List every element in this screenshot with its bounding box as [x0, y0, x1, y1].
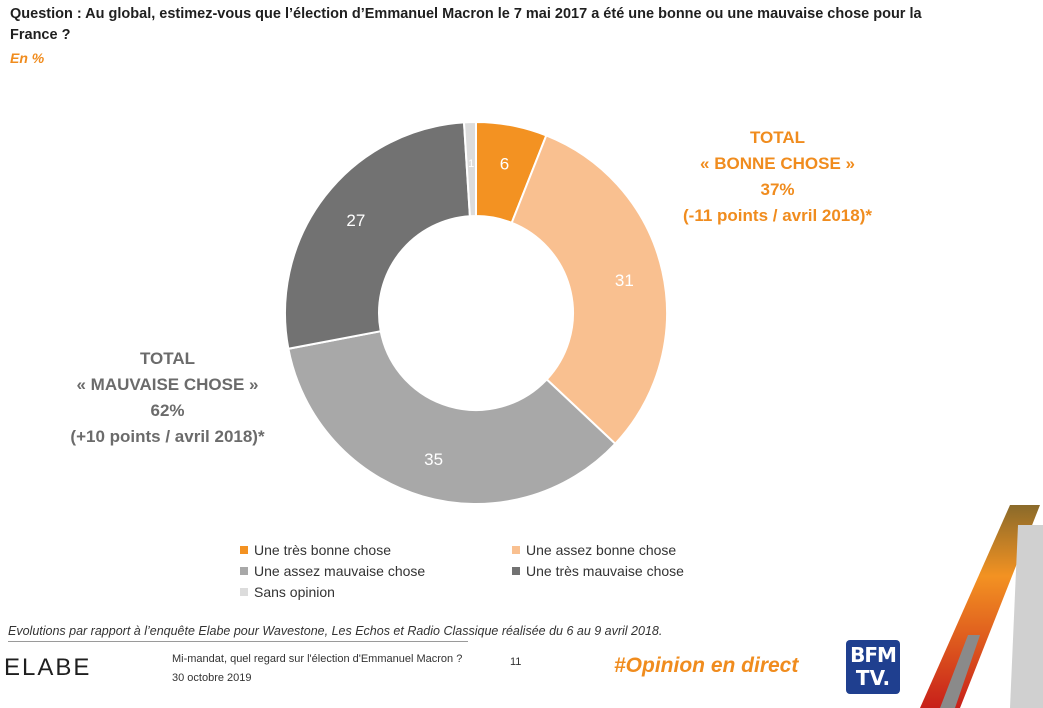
footnote: Evolutions par rapport à l’enquête Elabe… [8, 624, 663, 638]
total-good-label: « BONNE CHOSE » [700, 154, 855, 173]
donut-chart: 6 31 35 27 1 [284, 120, 668, 505]
total-bad-value: 62% [150, 401, 185, 420]
page-number: 11 [510, 656, 522, 668]
footer-date: 30 octobre 2019 [172, 672, 252, 684]
legend-swatch [512, 566, 520, 575]
total-bad-change: (+10 points / avril 2018)* [70, 427, 265, 446]
slice-value-label: 1 [468, 158, 474, 170]
legend-label: Sans opinion [254, 583, 335, 600]
decorative-a-logo [920, 505, 1043, 708]
slice-assez-mauvaise [287, 330, 617, 505]
brand-text: ELABE [4, 654, 91, 679]
bfm-tv-logo: BFM TV. [846, 640, 900, 694]
legend-swatch [240, 545, 248, 554]
logo-grey-stroke [1010, 525, 1043, 708]
footer-title: Mi-mandat, quel regard sur l'élection d'… [172, 653, 463, 665]
legend-swatch [240, 566, 248, 575]
total-good-change: (-11 points / avril 2018)* [683, 206, 872, 225]
bfm-logo-line2: TV. [855, 666, 891, 690]
legend-label: Une assez mauvaise chose [254, 562, 426, 579]
footnote-divider [8, 641, 468, 642]
legend-item-tres-bonne: Une très bonne chose [240, 540, 512, 559]
legend-item-assez-bonne: Une assez bonne chose [512, 540, 740, 559]
legend-swatch [240, 587, 248, 596]
legend-item-assez-mauvaise: Une assez mauvaise chose [240, 561, 512, 580]
total-bad-title: TOTAL [139, 349, 196, 368]
legend-label: Une assez bonne chose [526, 541, 677, 558]
chart-legend: Une très bonne chose Une assez bonne cho… [240, 540, 740, 601]
bfm-logo-line1: BFM [850, 643, 897, 667]
elabe-logo-art: ELABE [4, 654, 91, 681]
total-good-title: TOTAL [749, 128, 806, 147]
slice-value-label: 31 [615, 271, 634, 290]
question-text: Question : Au global, estimez-vous que l… [10, 6, 922, 43]
slice-tres-mauvaise [284, 121, 471, 350]
total-bad-label: « MAUVAISE CHOSE » [76, 375, 259, 394]
logo-orange-stroke [920, 505, 1040, 708]
total-good-value: 37% [760, 180, 795, 199]
total-good-block: TOTAL « BONNE CHOSE » 37% (-11 points / … [655, 125, 900, 229]
slice-value-label: 27 [346, 211, 365, 230]
hashtag-opinion: #Opinion en direct [614, 654, 799, 677]
slice-assez-bonne [510, 134, 668, 446]
elabe-logo: ELABE [4, 653, 104, 684]
legend-item-tres-mauvaise: Une très mauvaise chose [512, 561, 740, 580]
slice-sans-opinion [462, 120, 477, 218]
legend-swatch [512, 545, 520, 554]
total-bad-block: TOTAL « MAUVAISE CHOSE » 62% (+10 points… [40, 346, 295, 450]
slice-value-label: 6 [500, 155, 509, 174]
slice-value-label: 35 [424, 450, 443, 469]
logo-dark-stroke [940, 635, 980, 708]
legend-label: Une très mauvaise chose [526, 562, 684, 579]
legend-item-sans-opinion: Sans opinion [240, 582, 512, 601]
unit-label: En % [10, 50, 45, 66]
legend-label: Une très bonne chose [254, 541, 391, 558]
